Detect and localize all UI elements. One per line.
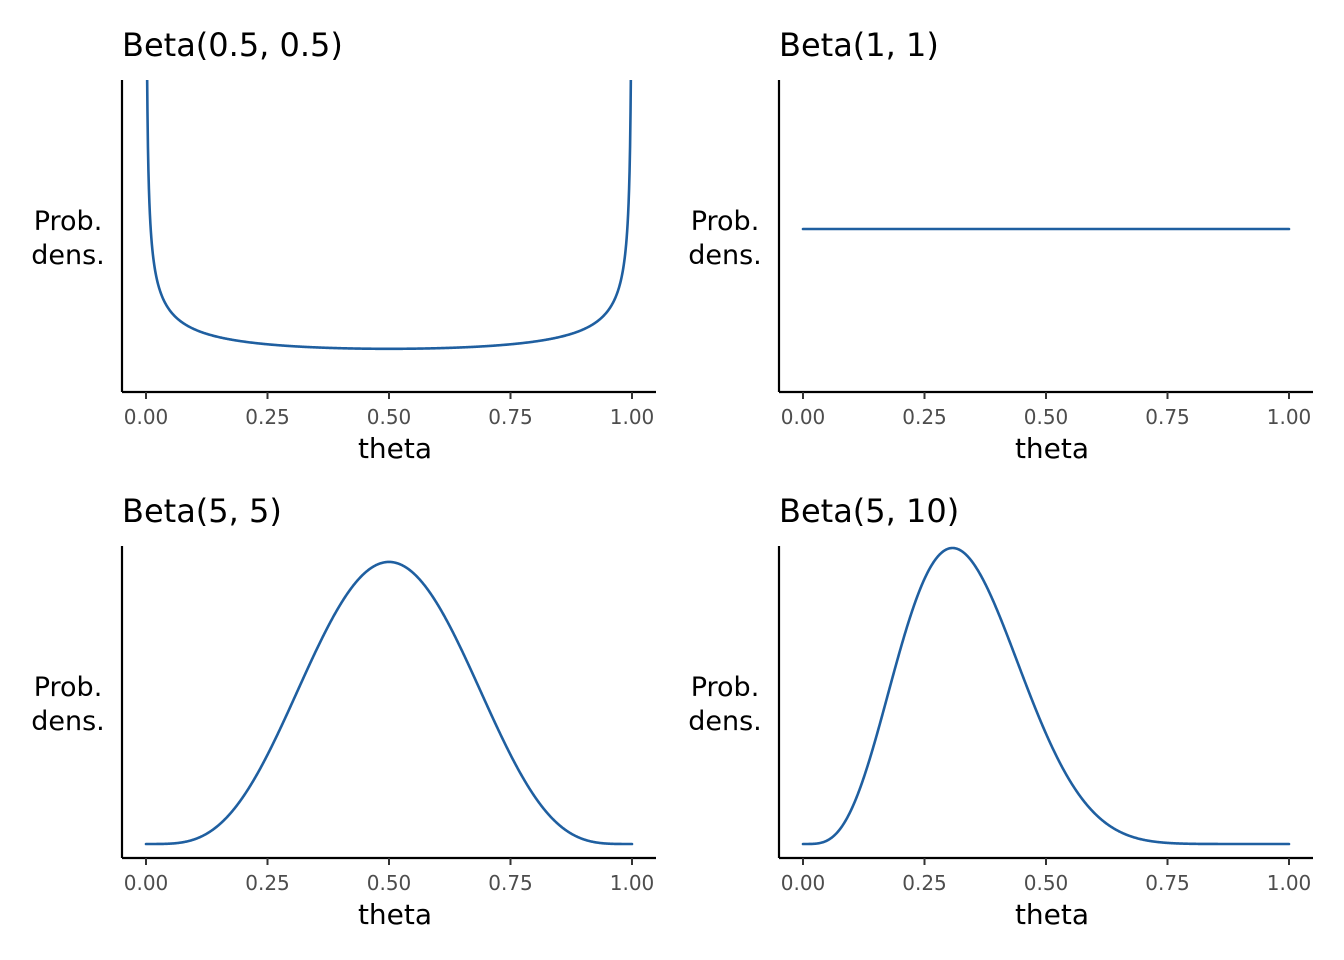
- x-tick-label: 0.00: [124, 871, 169, 895]
- x-tick-label: 0.50: [1024, 405, 1069, 429]
- x-tick-label: 0.75: [488, 405, 533, 429]
- chart-title: Beta(5, 5): [122, 492, 282, 530]
- y-axis-label-line-1: Prob.: [691, 672, 760, 703]
- chart-title: Beta(5, 10): [779, 492, 959, 530]
- x-tick-label: 0.25: [902, 871, 947, 895]
- x-tick-label: 1.00: [1267, 405, 1312, 429]
- chart-panel-4: Beta(5, 10) Prob.dens. 0.00 0.25 0.50 0.75 1.0…: [688, 492, 1313, 931]
- x-tick-label: 0.50: [1024, 871, 1069, 895]
- x-axis-label: theta: [358, 432, 432, 465]
- y-axis-label-line-1: Prob.: [691, 206, 760, 237]
- x-tick-label: 0.00: [781, 405, 826, 429]
- x-tick-label: 0.50: [367, 871, 412, 895]
- x-tick-label: 0.25: [245, 405, 290, 429]
- x-tick-label: 0.25: [902, 405, 947, 429]
- x-tick-label: 0.25: [245, 871, 290, 895]
- y-axis-label-line-2: dens.: [31, 240, 105, 271]
- chart-title: Beta(1, 1): [779, 26, 939, 64]
- y-axis-label-line-1: Prob.: [34, 672, 103, 703]
- x-axis-label: theta: [1015, 432, 1089, 465]
- x-tick-label: 0.00: [124, 405, 169, 429]
- x-tick-label: 1.00: [610, 871, 655, 895]
- x-axis-label: theta: [1015, 898, 1089, 931]
- density-curve: [801, 546, 1291, 846]
- density-curve: [145, 80, 633, 351]
- chart-panel-3: Beta(5, 5) Prob.dens. 0.00 0.25 0.50 0.75 1.00…: [31, 492, 656, 931]
- x-tick-label: 1.00: [1267, 871, 1312, 895]
- x-tick-label: 0.00: [781, 871, 826, 895]
- y-axis-label-line-1: Prob.: [34, 206, 103, 237]
- y-axis-label-line-2: dens.: [31, 706, 105, 737]
- x-tick-label: 1.00: [610, 405, 655, 429]
- y-axis-label-line-2: dens.: [688, 240, 762, 271]
- chart-panel-2: Beta(1, 1) Prob.dens. 0.00 0.25 0.50 0.75 1.00…: [688, 26, 1313, 465]
- x-tick-label: 0.75: [488, 871, 533, 895]
- x-tick-label: 0.50: [367, 405, 412, 429]
- y-axis-label-line-2: dens.: [688, 706, 762, 737]
- density-curve: [144, 560, 634, 846]
- x-tick-label: 0.75: [1145, 871, 1190, 895]
- chart-title: Beta(0.5, 0.5): [122, 26, 343, 64]
- x-tick-label: 0.75: [1145, 405, 1190, 429]
- x-axis-label: theta: [358, 898, 432, 931]
- chart-panel-1: Beta(0.5, 0.5) Prob.dens. 0.00 0.25 0.50 0.75…: [31, 26, 656, 465]
